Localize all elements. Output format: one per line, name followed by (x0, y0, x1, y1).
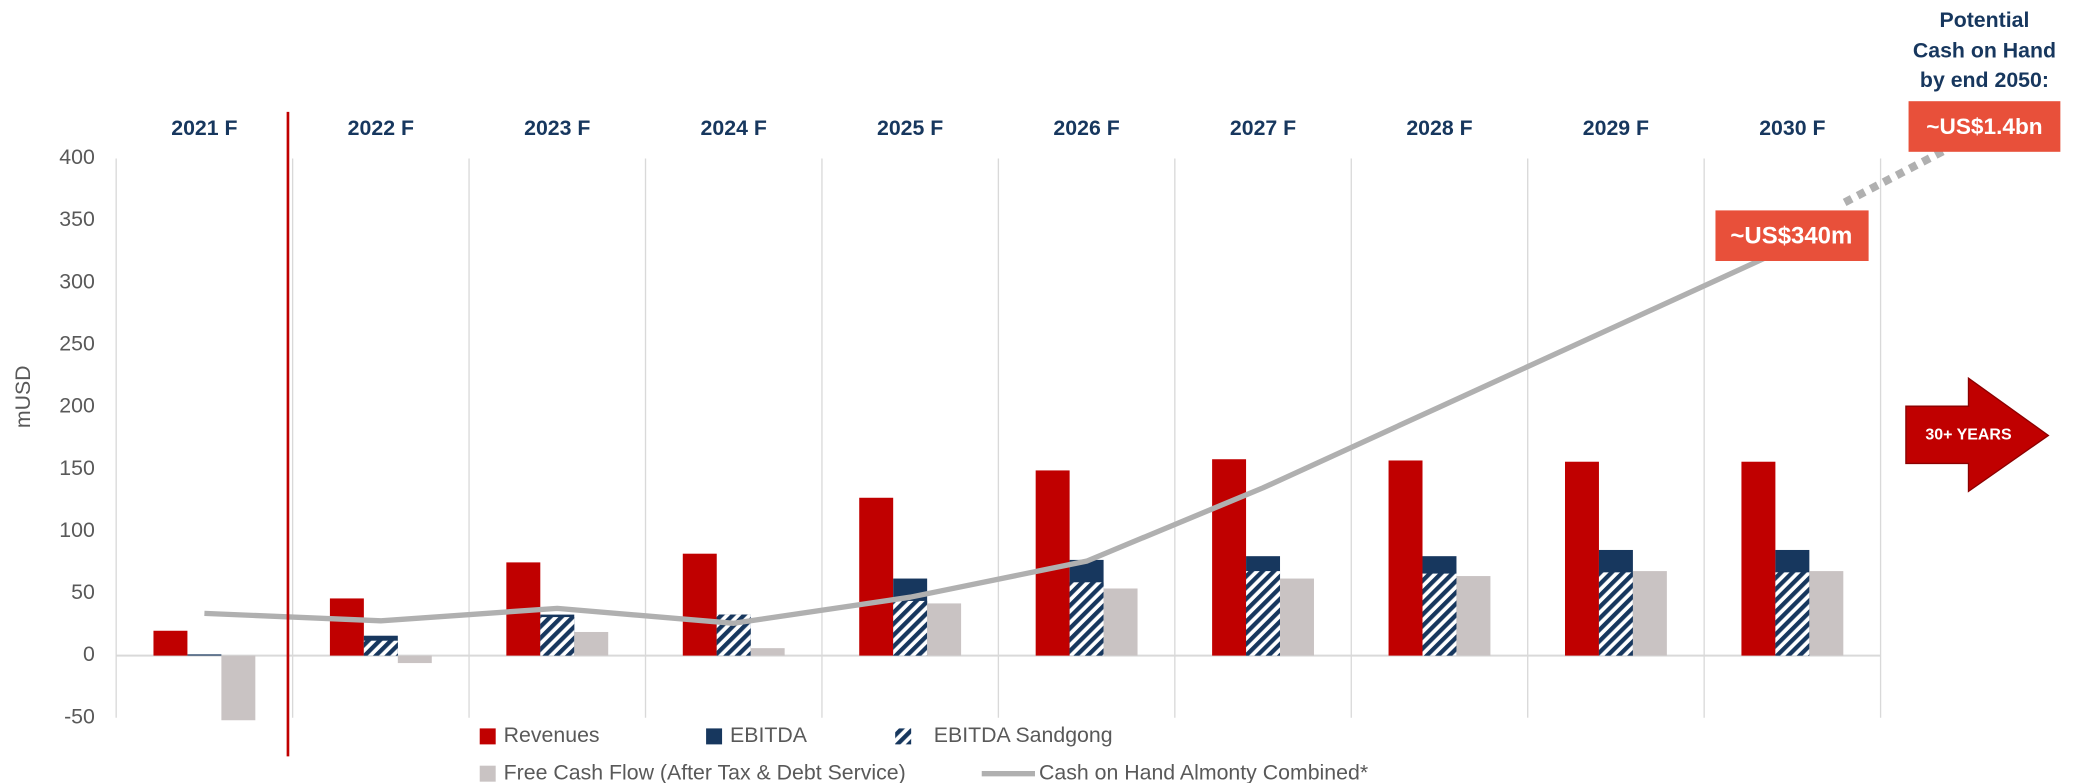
bar (927, 603, 962, 656)
y-axis-label: mUSD (11, 365, 35, 428)
y-tick-label: 300 (59, 269, 95, 293)
bar (574, 631, 609, 656)
x-tick-label: 2025 F (877, 116, 943, 140)
legend-swatch (706, 728, 723, 745)
y-tick-label: 250 (59, 332, 95, 356)
bar (1564, 461, 1599, 656)
bar (187, 654, 222, 656)
x-tick-label: 2027 F (1230, 116, 1296, 140)
bar (859, 497, 894, 656)
bar (1632, 571, 1667, 656)
bar (682, 553, 717, 656)
bar (1456, 576, 1491, 656)
bar (750, 648, 785, 656)
bar (1422, 573, 1457, 656)
y-tick-label: 0 (83, 642, 95, 666)
legend-label: Free Cash Flow (After Tax & Debt Service… (504, 760, 906, 783)
legend-label: Revenues (504, 723, 600, 747)
bar (1741, 461, 1776, 656)
arrow-label: 30+ YEARS (1925, 427, 2012, 444)
y-tick-label: 50 (71, 580, 95, 604)
bar (1388, 460, 1423, 656)
y-tick-label: 200 (59, 394, 95, 418)
x-tick-label: 2028 F (1406, 116, 1472, 140)
legend-item: Free Cash Flow (After Tax & Debt Service… (479, 760, 906, 783)
x-tick-label: 2026 F (1053, 116, 1119, 140)
bar (363, 640, 398, 656)
legend-label: EBITDA Sandgong (934, 723, 1113, 747)
annotation-box (1908, 101, 2061, 152)
annotation-box (1715, 210, 1869, 261)
arrow (1905, 376, 2050, 493)
legend-swatch (479, 765, 496, 782)
legend-item: EBITDA Sandgong (895, 723, 1113, 747)
bar (397, 655, 432, 664)
bar (893, 600, 928, 656)
y-tick-label: 150 (59, 456, 95, 480)
bar (153, 630, 188, 656)
bar (1775, 572, 1810, 656)
y-tick-label: -50 (64, 704, 95, 728)
bar (1212, 459, 1247, 656)
bar (221, 655, 256, 721)
bar (540, 617, 575, 656)
y-tick-label: 350 (59, 207, 95, 231)
x-tick-label: 2024 F (701, 116, 767, 140)
annotation: Cash on Hand (1913, 39, 2056, 63)
y-tick-label: 400 (59, 145, 95, 169)
legend-item: Cash on Hand Almonty Combined* (981, 760, 1368, 783)
annotation: ~US$1.4bn (1926, 114, 2042, 139)
bar (1069, 582, 1104, 656)
line (204, 243, 1794, 626)
y-tick-label: 100 (59, 518, 95, 542)
legend-swatch (479, 728, 496, 745)
x-tick-label: 2030 F (1759, 116, 1825, 140)
legend-item: EBITDA (706, 723, 808, 747)
annotation: ~US$340m (1730, 222, 1852, 249)
bar (329, 598, 364, 656)
extension-line (1842, 145, 1950, 206)
annotation: by end 2050: (1920, 68, 2049, 92)
x-tick-label: 2023 F (524, 116, 590, 140)
bar (1035, 470, 1070, 656)
legend-label: Cash on Hand Almonty Combined* (1039, 760, 1368, 783)
legend-swatch (895, 728, 912, 745)
x-tick-label: 2029 F (1583, 116, 1649, 140)
x-tick-label: 2022 F (348, 116, 414, 140)
bar (1598, 572, 1633, 656)
bar (1280, 578, 1314, 656)
bar (1809, 571, 1844, 656)
x-tick-label: 2021 F (171, 116, 237, 140)
plot: -50 0 50 100 150 200 250 300 350 400 2021 F 2022 F 2… (59, 116, 1882, 783)
legend-item: Revenues (479, 723, 600, 747)
annotation: Potential (1939, 8, 2029, 32)
legend-label: EBITDA (730, 723, 808, 747)
bar (1103, 588, 1138, 656)
bar (1246, 571, 1281, 656)
